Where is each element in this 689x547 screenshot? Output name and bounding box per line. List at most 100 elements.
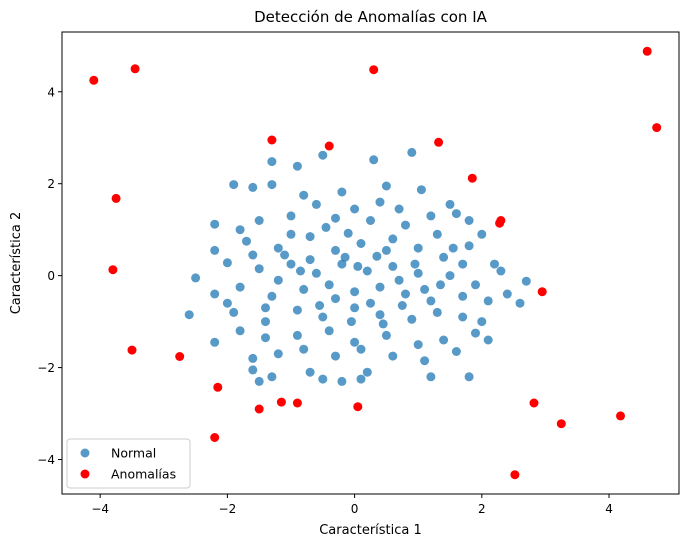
y-tick-label: 2 [47, 177, 55, 191]
x-tick-label: −2 [219, 502, 237, 516]
normal-point [397, 301, 407, 310]
normal-point [369, 155, 379, 165]
normal-point [451, 347, 461, 356]
normal-point [388, 351, 398, 361]
normal-point [353, 261, 363, 271]
normal-point [222, 298, 232, 308]
anomaly-point [529, 398, 539, 408]
normal-point [375, 310, 385, 320]
normal-point [184, 310, 194, 320]
normal-point [318, 374, 328, 384]
normal-point [248, 182, 258, 192]
legend-label-normal: Normal [111, 446, 156, 461]
legend-marker-anomalias [80, 469, 90, 479]
normal-point [458, 259, 468, 269]
y-tick-label: 4 [47, 85, 55, 99]
normal-point [458, 291, 468, 301]
normal-point [451, 209, 461, 219]
normal-point [420, 284, 430, 294]
normal-point [299, 284, 309, 294]
normal-point [273, 243, 283, 253]
normal-point [426, 372, 436, 382]
normal-point [356, 239, 366, 248]
normal-point [350, 204, 360, 214]
x-axis-title: Característica 1 [319, 523, 422, 538]
normal-point [331, 351, 340, 361]
normal-point [515, 298, 525, 308]
normal-point [267, 372, 277, 382]
normal-point [490, 259, 499, 269]
normal-point [254, 216, 264, 225]
anomaly-point [353, 402, 363, 412]
normal-point [331, 294, 340, 304]
normal-point [483, 335, 493, 345]
normal-point [242, 236, 251, 246]
y-axis-title: Característica 2 [9, 212, 24, 315]
normal-point [471, 280, 480, 290]
normal-point [331, 213, 340, 223]
normal-point [318, 312, 328, 322]
anomaly-point [130, 64, 140, 74]
normal-point [337, 259, 347, 269]
x-tick-label: 0 [351, 502, 359, 516]
normal-point [292, 305, 302, 315]
normal-point [235, 282, 245, 292]
normal-point [356, 374, 366, 384]
anomaly-point [175, 352, 185, 361]
normal-point [420, 356, 430, 366]
normal-point [210, 289, 220, 299]
normal-point [416, 185, 426, 195]
normal-point [318, 150, 328, 160]
anomaly-point [642, 46, 652, 56]
normal-point [324, 280, 334, 290]
normal-point [445, 271, 455, 281]
anomaly-point [254, 404, 264, 414]
normal-point [305, 367, 315, 377]
normal-point [299, 344, 309, 354]
normal-point [254, 376, 264, 386]
normal-point [311, 199, 321, 209]
y-tick-label: −4 [37, 453, 55, 467]
normal-point [378, 319, 388, 329]
anomaly-point [434, 137, 444, 147]
normal-point [375, 282, 385, 292]
normal-point [372, 251, 382, 261]
normal-point [321, 222, 331, 232]
normal-point [432, 229, 442, 239]
plot-frame [61, 31, 680, 495]
normal-point [464, 372, 474, 382]
normal-point [401, 289, 410, 299]
anomaly-point [210, 433, 220, 442]
normal-point [448, 243, 458, 253]
normal-point [407, 314, 417, 324]
normal-point [292, 330, 302, 340]
anomaly-point [556, 419, 566, 429]
normal-point [210, 337, 220, 347]
x-tick-label: 2 [478, 502, 486, 516]
normal-point [235, 326, 245, 336]
normal-point [375, 197, 385, 207]
normal-point [388, 234, 398, 244]
y-tick-label: 0 [47, 269, 55, 283]
normal-point [439, 252, 449, 262]
plot-marks [89, 46, 662, 480]
normal-point [286, 211, 296, 221]
normal-point [280, 250, 290, 260]
anomaly-point [495, 218, 505, 228]
normal-point [248, 365, 258, 375]
normal-point [521, 276, 531, 286]
normal-point [366, 298, 375, 308]
normal-point [191, 273, 201, 283]
normal-point [362, 367, 372, 377]
normal-point [261, 303, 270, 313]
normal-point [366, 216, 375, 225]
normal-point [248, 250, 258, 260]
anomaly-point [537, 287, 547, 297]
normal-point [235, 225, 245, 235]
normal-point [337, 376, 347, 386]
normal-point [254, 264, 264, 274]
normal-point [229, 307, 239, 317]
normal-point [436, 280, 445, 290]
anomaly-point [276, 397, 286, 407]
